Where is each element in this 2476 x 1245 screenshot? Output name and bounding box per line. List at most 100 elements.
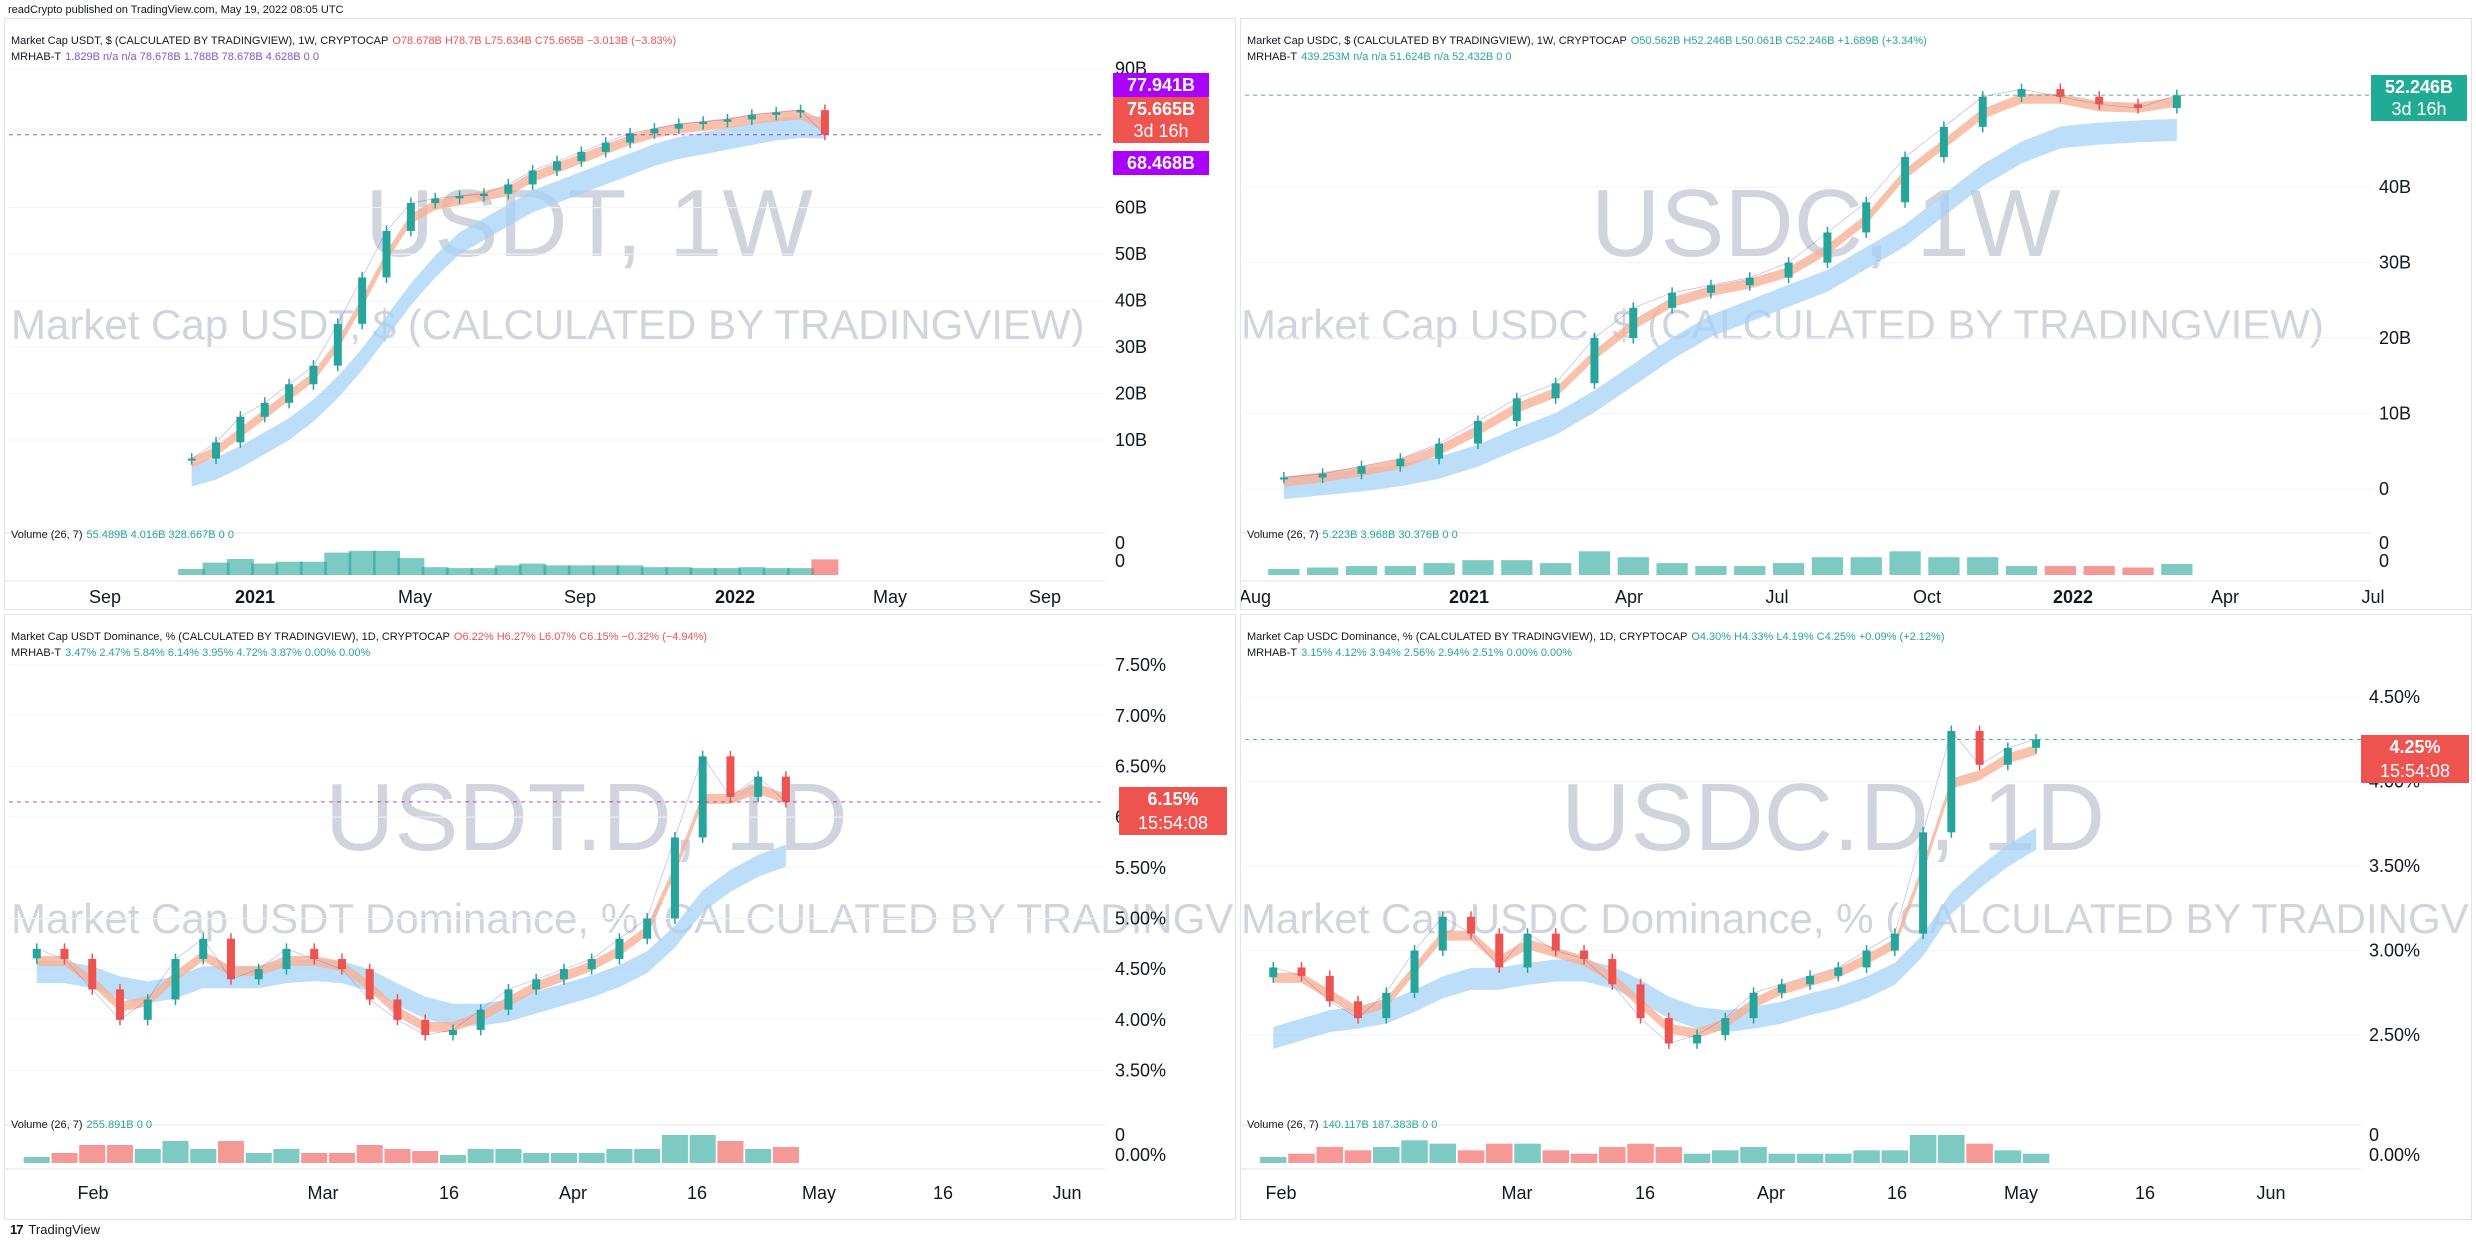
- x-tick-label: 2022: [715, 587, 755, 607]
- indicator-name: MRHAB-T: [11, 51, 61, 63]
- legend-symbol: Market Cap USDC, $ (CALCULATED BY TRADIN…: [1247, 35, 1627, 47]
- candle: [602, 143, 610, 152]
- volume-bar: [446, 568, 473, 575]
- indicator-values: 439.253M n/a n/a 51.624B n/a 52.432B 0 0: [1301, 51, 1511, 63]
- indicator-name: MRHAB-T: [11, 647, 61, 659]
- volume-bar: [568, 565, 595, 575]
- volume-bar: [523, 1153, 549, 1163]
- footer-brand[interactable]: TradingView: [28, 1222, 100, 1237]
- candle: [1552, 934, 1560, 951]
- volume-bar: [329, 1153, 355, 1163]
- y-tick-label: 7.50%: [1115, 655, 1166, 675]
- x-tick-label: 16: [1887, 1183, 1907, 1203]
- x-tick-label: 2021: [235, 587, 275, 607]
- legend-indicator: MRHAB-T 3.47% 2.47% 5.84% 6.14% 3.95% 4.7…: [11, 647, 370, 659]
- volume-bar: [397, 558, 424, 575]
- publisher-line: readCrypto published on TradingView.com,…: [8, 4, 344, 16]
- candle: [2095, 97, 2103, 105]
- volume-bar: [1853, 1150, 1880, 1163]
- x-tick-label: Mar: [1502, 1183, 1533, 1203]
- candle: [261, 403, 269, 417]
- y-tick-label: 5.50%: [1115, 858, 1166, 878]
- volume-bar: [1656, 1147, 1683, 1163]
- volume-bar: [384, 1149, 410, 1163]
- y-tick-label: 10B: [1115, 430, 1147, 450]
- volume-bar: [51, 1153, 77, 1163]
- x-tick-label: May: [2004, 1183, 2038, 1203]
- candle: [88, 959, 96, 989]
- legend-indicator: MRHAB-T 1.829B n/a n/a 78.678B 1.788B 78.…: [11, 51, 319, 63]
- candle: [588, 959, 596, 969]
- y-tick-label: 40B: [1115, 291, 1147, 311]
- candle: [577, 152, 585, 161]
- candle: [1693, 1035, 1701, 1043]
- volume-bar: [1938, 1135, 1965, 1163]
- candle: [236, 417, 244, 443]
- candle: [309, 366, 317, 385]
- y-tick-label: 40B: [2379, 177, 2411, 197]
- chart-panel-usdt[interactable]: USDT, 1W Market Cap USDT, $ (CALCULATED …: [4, 18, 1236, 610]
- indicator-name: MRHAB-T: [1247, 647, 1297, 659]
- volume-bar: [357, 1145, 383, 1163]
- legend-ohlc: O78.678B H78.7B L75.634B C75.665B −3.013…: [392, 35, 676, 47]
- candle: [504, 184, 512, 193]
- volume-bar: [617, 565, 644, 575]
- x-tick-label: May: [802, 1183, 836, 1203]
- y-tick-label: 2.50%: [2369, 1025, 2420, 1045]
- volume-bar: [190, 1149, 216, 1163]
- usdtd-chart-svg[interactable]: 7.50%7.00%6.50%6.00%5.50%5.00%4.50%4.00%…: [5, 615, 1236, 1220]
- volume-bar: [422, 567, 449, 575]
- candle: [1919, 832, 1927, 933]
- x-tick-label: Apr: [2211, 587, 2239, 607]
- volume-bar: [1797, 1154, 1824, 1163]
- volume-bar: [1966, 1144, 1993, 1163]
- y-tick-label: 4.50%: [2369, 687, 2420, 707]
- candle: [1834, 967, 1842, 975]
- volume-bar: [276, 562, 303, 575]
- price-tag-last: 52.246B: [2371, 75, 2467, 99]
- volume-bar: [1910, 1135, 1937, 1163]
- volume-bar: [349, 551, 376, 575]
- candle: [1474, 421, 1482, 444]
- volume-bar: [1712, 1150, 1739, 1163]
- volume-name: Volume (26, 7): [1247, 529, 1319, 541]
- candle: [383, 231, 391, 277]
- tradingview-logo-icon[interactable]: 17: [10, 1222, 22, 1237]
- volume-bar: [1542, 1150, 1569, 1163]
- y-tick-label: 0: [2379, 479, 2389, 499]
- volume-bar: [1579, 551, 1610, 575]
- chart-panel-usdt-dominance[interactable]: USDT.D, 1D Market Cap USDT Dominance, % …: [4, 614, 1236, 1220]
- legend-title: Market Cap USDC Dominance, % (CALCULATED…: [1247, 631, 1944, 643]
- volume-bar: [251, 564, 278, 575]
- volume-bar: [1656, 563, 1687, 575]
- volume-axis-label: 0.00%: [2369, 1145, 2420, 1165]
- candle: [821, 110, 829, 135]
- chart-panel-usdc-dominance[interactable]: USDC.D, 1D Market Cap USDC Dominance, % …: [1240, 614, 2472, 1220]
- legend-volume: Volume (26, 7) 5.223B 3.968B 30.376B 0 0: [1247, 529, 1458, 541]
- y-tick-label: 10B: [2379, 403, 2411, 423]
- candle: [1495, 934, 1503, 968]
- x-tick-label: Sep: [89, 587, 121, 607]
- x-tick-label: 2021: [1449, 587, 1489, 607]
- candle: [2032, 739, 2040, 747]
- volume-bar: [717, 1141, 743, 1163]
- volume-bar: [1514, 1144, 1541, 1163]
- volume-bar: [135, 1149, 161, 1163]
- volume-bar: [1571, 1154, 1598, 1163]
- candle: [1513, 398, 1521, 421]
- candle: [407, 203, 415, 231]
- x-tick-label: Mar: [308, 1183, 339, 1203]
- candle: [1382, 993, 1390, 1018]
- volume-bar: [1967, 557, 1998, 575]
- candle: [1608, 959, 1616, 984]
- legend-volume: Volume (26, 7) 255.891B 0 0: [11, 1119, 152, 1131]
- legend-ohlc: O4.30% H4.33% L4.19% C4.25% +0.09% (+2.1…: [1691, 631, 1944, 643]
- legend-ohlc: O6.22% H6.27% L6.07% C6.15% −0.32% (−4.9…: [454, 631, 707, 643]
- chart-panel-usdc[interactable]: USDC, 1W Market Cap USDC, $ (CALCULATED …: [1240, 18, 2472, 610]
- volume-axis-label: 0.00%: [1115, 1145, 1166, 1165]
- candle: [282, 949, 290, 969]
- volume-bar: [1462, 560, 1493, 575]
- volume-bar: [1769, 1154, 1796, 1163]
